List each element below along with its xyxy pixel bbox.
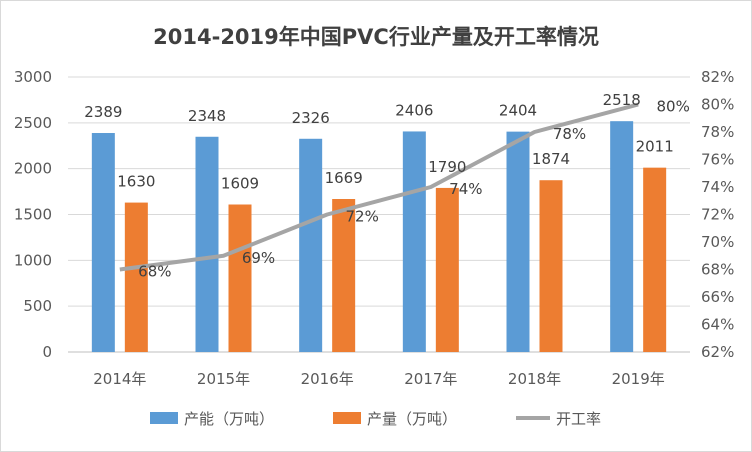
x-tick-label: 2016年	[301, 370, 354, 388]
data-label-output: 1669	[325, 169, 363, 187]
data-label-capacity: 2518	[603, 91, 641, 109]
y-right-tick-label: 64%	[701, 316, 734, 334]
bar-capacity	[299, 138, 323, 352]
data-label-rate: 69%	[242, 249, 275, 267]
y-left-tick-label: 1000	[14, 251, 52, 269]
bar-capacity	[402, 131, 426, 352]
y-left-tick-label: 0	[42, 343, 52, 361]
y-right-tick-label: 74%	[701, 178, 734, 196]
y-right-tick-label: 68%	[701, 261, 734, 279]
data-label-output: 1790	[428, 158, 466, 176]
legend-label-rate: 开工率	[556, 410, 601, 428]
y-right-tick-label: 78%	[701, 123, 734, 141]
y-left-tick-label: 3000	[14, 68, 52, 86]
y-right-tick-label: 76%	[701, 151, 734, 169]
bar-capacity	[91, 133, 115, 352]
x-tick-label: 2017年	[404, 370, 457, 388]
y-left-tick-label: 1500	[14, 206, 52, 224]
y-right-tick-label: 80%	[701, 96, 734, 114]
y-right-tick-label: 70%	[701, 233, 734, 251]
y-right-tick-label: 82%	[701, 68, 734, 86]
x-tick-label: 2015年	[197, 370, 250, 388]
bar-output	[228, 204, 252, 352]
data-label-rate: 72%	[345, 208, 378, 226]
data-label-output: 1630	[117, 173, 155, 191]
y-left-tick-label: 2500	[14, 114, 52, 132]
bar-output	[435, 187, 459, 352]
data-label-output: 1609	[221, 175, 259, 193]
chart-title: 2014-2019年中国PVC行业产量及开工率情况	[153, 25, 599, 49]
x-tick-label: 2014年	[93, 370, 146, 388]
y-right-tick-label: 66%	[701, 288, 734, 306]
data-label-capacity: 2404	[499, 102, 537, 120]
bar-output	[539, 180, 563, 352]
bar-capacity	[610, 121, 634, 352]
bar-output	[643, 167, 667, 352]
legend-swatch-output	[333, 412, 361, 424]
x-tick-label: 2019年	[612, 370, 665, 388]
legend-swatch-capacity	[150, 412, 178, 424]
data-label-output: 2011	[636, 138, 674, 156]
bar-capacity	[195, 136, 219, 352]
y-left-tick-label: 2000	[14, 160, 52, 178]
y-right-tick-label: 62%	[701, 343, 734, 361]
x-tick-label: 2018年	[508, 370, 561, 388]
data-label-rate: 78%	[553, 125, 586, 143]
legend: 产能（万吨） 产量（万吨） 开工率	[150, 410, 601, 428]
bar-capacity	[506, 131, 530, 352]
legend-label-output: 产量（万吨）	[367, 410, 457, 428]
legend-label-capacity: 产能（万吨）	[184, 410, 274, 428]
y-right-tick-label: 72%	[701, 206, 734, 224]
y-left-tick-label: 500	[23, 297, 52, 315]
bar-output	[124, 202, 148, 352]
data-label-capacity: 2326	[292, 109, 330, 127]
bar-output	[332, 199, 356, 352]
data-label-rate: 68%	[138, 263, 171, 281]
line-operating-rate	[119, 102, 639, 272]
data-label-output: 1874	[532, 150, 570, 168]
data-label-rate: 80%	[656, 98, 689, 116]
data-label-capacity: 2348	[188, 107, 226, 125]
data-label-capacity: 2406	[395, 101, 433, 119]
data-label-rate: 74%	[449, 180, 482, 198]
data-label-capacity: 2389	[84, 103, 122, 121]
